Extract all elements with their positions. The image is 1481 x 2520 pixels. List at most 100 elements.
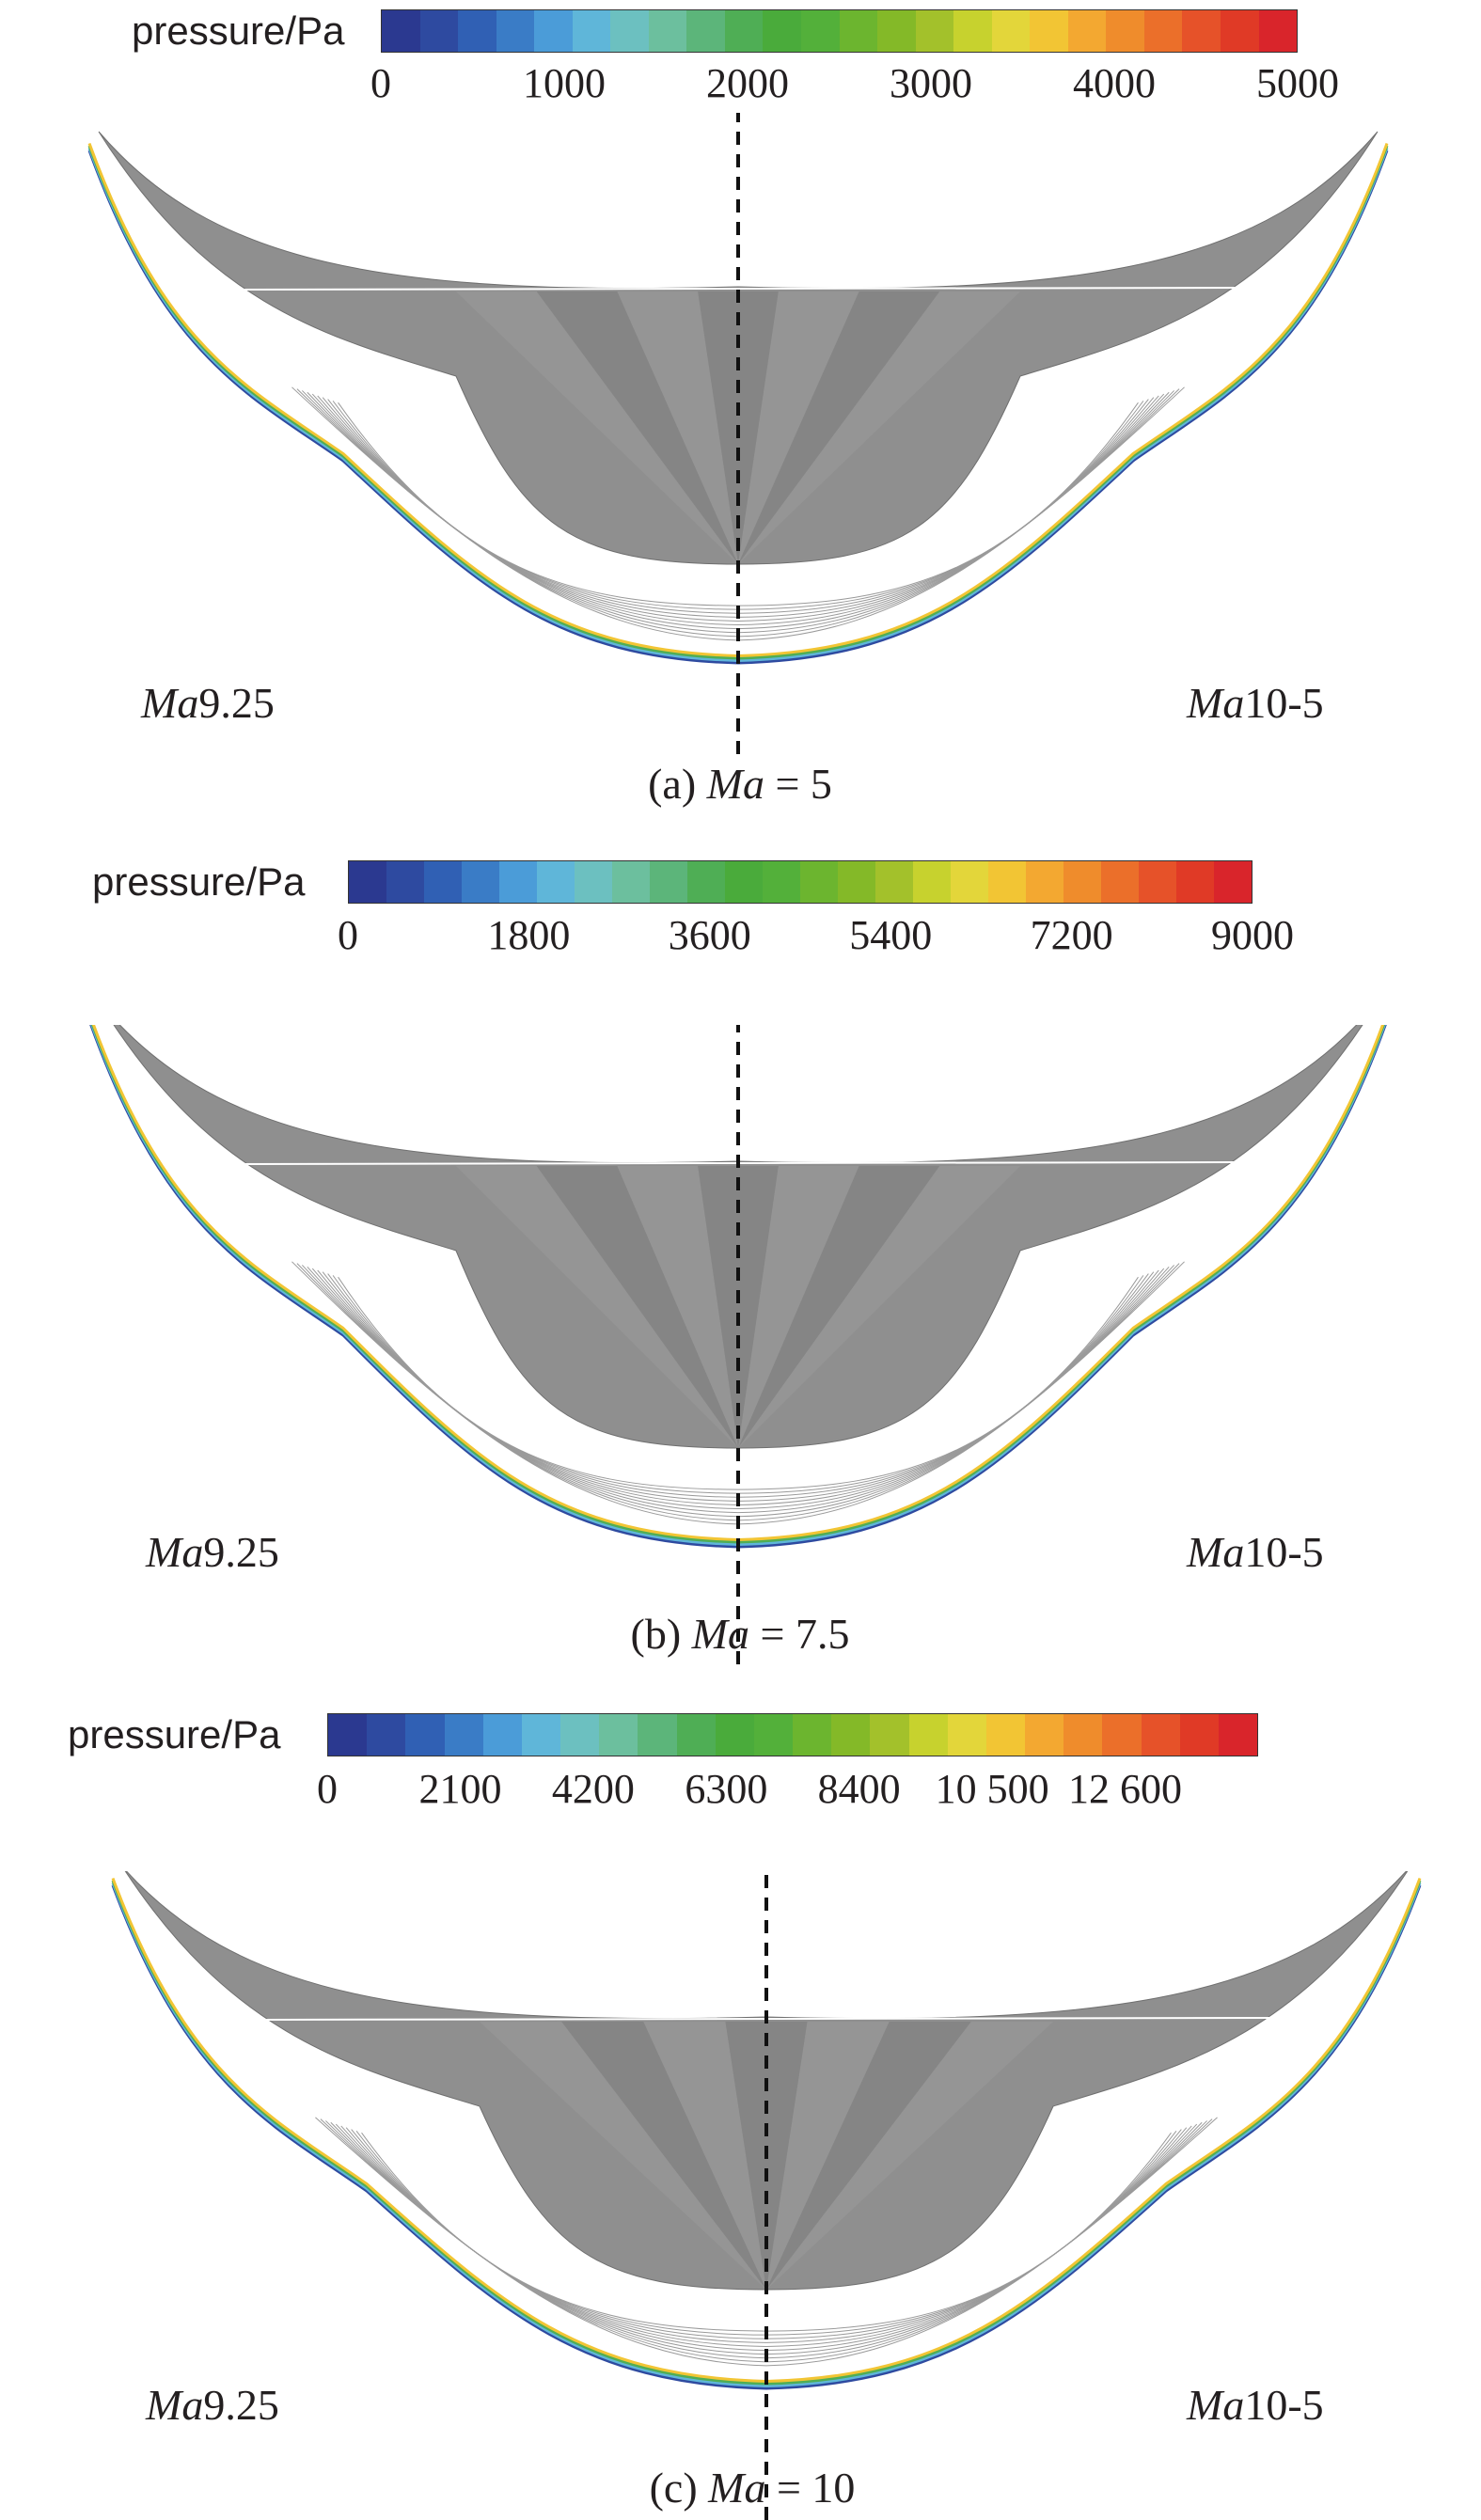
- colorbar-title: pressure/Pa: [92, 859, 306, 904]
- shading-sector: [738, 1166, 940, 1448]
- upper-surface-line: [239, 287, 1237, 291]
- colorbar-swatch: [1101, 861, 1139, 903]
- colorbar-swatch: [648, 10, 687, 52]
- pressure-contour-plot: [89, 1025, 1387, 1674]
- shading-sector: [738, 1166, 1020, 1448]
- colorbar-tick-label: 0: [370, 60, 391, 106]
- colorbar-swatch: [499, 861, 537, 903]
- colorbar-swatch: [1141, 1714, 1180, 1756]
- colorbar-swatch: [686, 10, 725, 52]
- colorbar-swatch: [953, 10, 992, 52]
- panel-caption: (a) Ma = 5: [648, 760, 832, 808]
- colorbar-swatch: [1026, 861, 1063, 903]
- colorbar-tick-label: 4000: [1073, 60, 1156, 106]
- colorbar-tick-label: 8400: [817, 1766, 901, 1812]
- left-case-label: Ma9.25: [146, 2381, 279, 2429]
- colorbar-tick-label: 2000: [706, 60, 789, 106]
- colorbar-swatch: [405, 1714, 445, 1756]
- colorbar-swatch: [951, 861, 988, 903]
- colorbar-swatch: [801, 10, 840, 52]
- colorbar-swatch: [1218, 1714, 1258, 1756]
- colorbar-swatch: [763, 861, 800, 903]
- colorbar-swatch: [328, 1714, 368, 1756]
- panel-b: pressure/Pa Ma9.25 Ma10-5 (b) Ma = 7.5 0…: [0, 846, 1481, 1674]
- pressure-contour-plot: [87, 113, 1389, 762]
- colorbar-title: pressure/Pa: [132, 8, 345, 53]
- shading-sector: [536, 1166, 738, 1448]
- colorbar-swatch: [715, 1714, 754, 1756]
- colorbar-swatch: [1221, 10, 1259, 52]
- shading-sector: [561, 2022, 766, 2290]
- colorbar-swatch: [599, 1714, 638, 1756]
- colorbar-swatch: [1106, 10, 1144, 52]
- colorbar-swatch: [947, 1714, 986, 1756]
- colorbar-tick-label: 2100: [418, 1766, 502, 1812]
- colorbar-swatch: [877, 10, 916, 52]
- shock-contour-line: [111, 1882, 1422, 2388]
- right-case-label: Ma10-5: [1187, 1528, 1324, 1576]
- shading-sector: [643, 2022, 766, 2290]
- colorbar-swatch: [534, 10, 573, 52]
- shading-sector: [766, 2022, 1053, 2290]
- pressure-contour-line: [338, 1276, 1139, 1490]
- colorbar-swatch: [419, 10, 459, 52]
- colorbar-swatch: [915, 10, 954, 52]
- colorbar-swatch: [638, 1714, 677, 1756]
- colorbar-swatch: [458, 10, 496, 52]
- colorbar-swatch: [913, 861, 951, 903]
- colorbar-swatch: [725, 861, 763, 903]
- colorbar-swatch: [444, 1714, 483, 1756]
- colorbar-title: pressure/Pa: [68, 1712, 281, 1756]
- colorbar-swatch: [985, 1714, 1026, 1756]
- colorbar-swatch: [800, 861, 838, 903]
- colorbar-swatch: [462, 861, 499, 903]
- colorbar-swatch: [1258, 10, 1298, 52]
- colorbar-swatch: [1214, 861, 1252, 903]
- shading-sector: [617, 291, 738, 564]
- colorbar-tick-label: 0: [338, 912, 358, 958]
- colorbar-swatch: [1139, 861, 1176, 903]
- colorbar-swatch: [838, 861, 875, 903]
- colorbar-swatch: [610, 10, 649, 52]
- colorbar-swatch: [687, 861, 725, 903]
- panel-a: pressure/Pa Ma9.25 Ma10-5 (a) Ma = 5 0 10…: [0, 0, 1481, 818]
- colorbar-swatch: [349, 861, 386, 903]
- panel-c: pressure/Pa Ma9.25 Ma10-5 (c) Ma = 10 0 2…: [0, 1693, 1481, 2520]
- colorbar-tick-label: 1000: [523, 60, 606, 106]
- colorbar-swatch: [521, 1714, 561, 1756]
- shading-sector: [738, 291, 1020, 564]
- colorbar-tick-label: 3600: [668, 912, 751, 958]
- colorbar-swatch: [988, 861, 1026, 903]
- colorbar-tick-label: 1800: [487, 912, 571, 958]
- colorbar-swatch: [367, 1714, 406, 1756]
- colorbar-swatch: [1179, 1714, 1219, 1756]
- colorbar-tick-label: 4200: [551, 1766, 635, 1812]
- colorbar-tick-label: 5000: [1256, 60, 1339, 106]
- colorbar-tick-label: 9000: [1211, 912, 1294, 958]
- colorbar-swatch: [831, 1714, 871, 1756]
- panel-caption: (c) Ma = 10: [649, 2464, 856, 2512]
- pressure-contour-plot: [111, 1871, 1422, 2520]
- left-case-label: Ma9.25: [146, 1528, 279, 1576]
- colorbar-swatch: [753, 1714, 794, 1756]
- colorbar-swatch: [482, 1714, 522, 1756]
- colorbar-swatch: [793, 1714, 832, 1756]
- shock-contour-line: [111, 1884, 1422, 2390]
- shading-sector: [480, 2022, 766, 2290]
- colorbar-swatch: [870, 1714, 909, 1756]
- shading-sector: [766, 2022, 890, 2290]
- colorbar-swatch: [724, 10, 764, 52]
- left-case-label: Ma9.25: [141, 679, 275, 727]
- colorbar-swatch: [1063, 1714, 1103, 1756]
- colorbar-swatch: [386, 861, 424, 903]
- colorbar: [348, 860, 1253, 904]
- right-case-label: Ma10-5: [1187, 679, 1324, 727]
- vehicle-cross-section: [89, 1025, 1387, 1549]
- colorbar-swatch: [1063, 861, 1101, 903]
- colorbar-tick-label: 0: [317, 1766, 338, 1812]
- colorbar-swatch: [1143, 10, 1183, 52]
- colorbar-swatch: [875, 861, 913, 903]
- colorbar-swatch: [763, 10, 802, 52]
- colorbar-swatch: [676, 1714, 716, 1756]
- colorbar-tick-label: 10 500: [935, 1766, 1049, 1812]
